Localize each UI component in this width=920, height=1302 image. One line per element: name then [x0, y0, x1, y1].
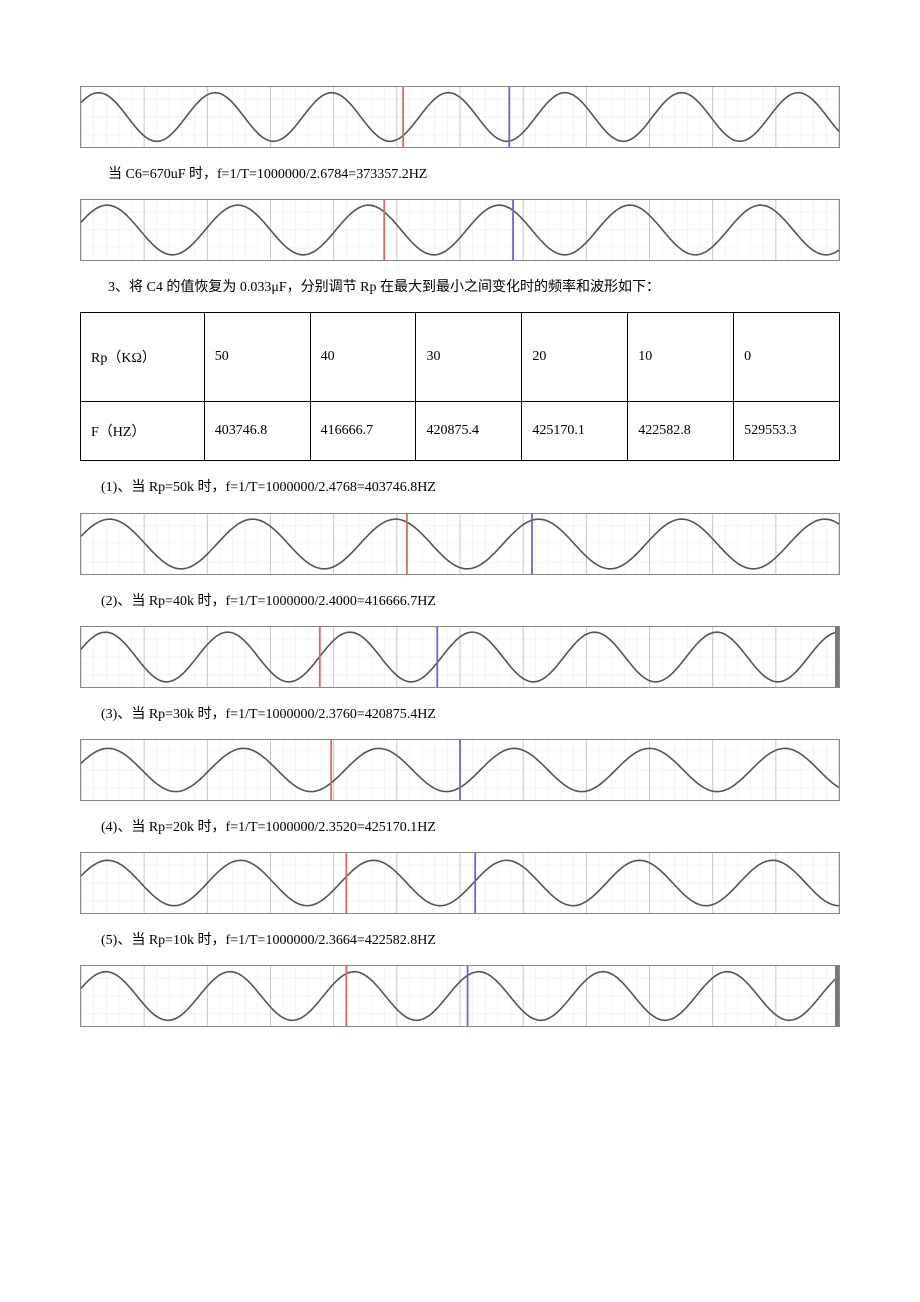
table-header-label: Rp（KΩ） — [81, 313, 205, 402]
caption-rp20: (4)、当 Rp=20k 时，f=1/T=1000000/2.3520=4251… — [80, 815, 840, 840]
waveform-rp10 — [80, 965, 840, 1027]
table-value-label: F（HZ） — [81, 402, 205, 461]
table-header-cell: 30 — [416, 313, 522, 402]
waveform-rp30 — [80, 739, 840, 801]
table-value-row: F（HZ） 403746.8 416666.7 420875.4 425170.… — [81, 402, 840, 461]
table-header-cell: 40 — [310, 313, 416, 402]
table-value-cell: 529553.3 — [734, 402, 840, 461]
table-value-cell: 403746.8 — [204, 402, 310, 461]
waveform-top — [80, 86, 840, 148]
caption-rp50: (1)、当 Rp=50k 时，f=1/T=1000000/2.4768=4037… — [80, 475, 840, 500]
table-value-cell: 420875.4 — [416, 402, 522, 461]
caption-rp10: (5)、当 Rp=10k 时，f=1/T=1000000/2.3664=4225… — [80, 928, 840, 953]
caption-c670: 当 C6=670uF 时，f=1/T=1000000/2.6784=373357… — [80, 162, 840, 187]
waveform-rp50 — [80, 513, 840, 575]
table-value-cell: 422582.8 — [628, 402, 734, 461]
table-header-cell: 50 — [204, 313, 310, 402]
table-header-row: Rp（KΩ） 50 40 30 20 10 0 — [81, 313, 840, 402]
table-header-cell: 20 — [522, 313, 628, 402]
paragraph-3: 3、将 C4 的值恢复为 0.033μF，分别调节 Rp 在最大到最小之间变化时… — [80, 275, 840, 300]
rp-frequency-table: Rp（KΩ） 50 40 30 20 10 0 F（HZ） 403746.8 4… — [80, 312, 840, 461]
waveform-c670 — [80, 199, 840, 261]
waveform-rp40 — [80, 626, 840, 688]
table-value-cell: 416666.7 — [310, 402, 416, 461]
table-header-cell: 10 — [628, 313, 734, 402]
caption-rp30: (3)、当 Rp=30k 时，f=1/T=1000000/2.3760=4208… — [80, 702, 840, 727]
waveform-rp20 — [80, 852, 840, 914]
table-value-cell: 425170.1 — [522, 402, 628, 461]
caption-rp40: (2)、当 Rp=40k 时，f=1/T=1000000/2.4000=4166… — [80, 589, 840, 614]
table-header-cell: 0 — [734, 313, 840, 402]
